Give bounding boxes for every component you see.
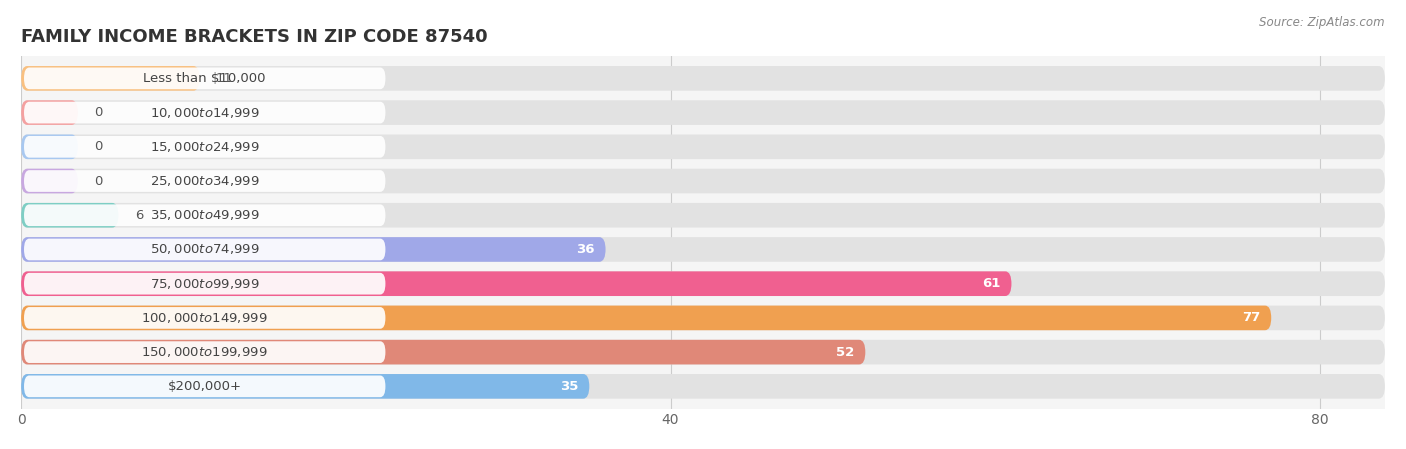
Text: $200,000+: $200,000+ bbox=[167, 380, 242, 393]
Text: 0: 0 bbox=[94, 106, 103, 119]
FancyBboxPatch shape bbox=[21, 169, 77, 194]
FancyBboxPatch shape bbox=[24, 170, 385, 192]
FancyBboxPatch shape bbox=[21, 306, 1385, 330]
Text: FAMILY INCOME BRACKETS IN ZIP CODE 87540: FAMILY INCOME BRACKETS IN ZIP CODE 87540 bbox=[21, 28, 488, 46]
FancyBboxPatch shape bbox=[21, 306, 1271, 330]
FancyBboxPatch shape bbox=[21, 135, 77, 159]
Text: 0: 0 bbox=[94, 140, 103, 153]
Text: 52: 52 bbox=[835, 346, 853, 359]
Text: $100,000 to $149,999: $100,000 to $149,999 bbox=[142, 311, 269, 325]
FancyBboxPatch shape bbox=[21, 271, 1011, 296]
FancyBboxPatch shape bbox=[21, 203, 1385, 228]
Text: $150,000 to $199,999: $150,000 to $199,999 bbox=[142, 345, 269, 359]
Text: 61: 61 bbox=[981, 277, 1000, 290]
FancyBboxPatch shape bbox=[24, 273, 385, 295]
Text: $15,000 to $24,999: $15,000 to $24,999 bbox=[150, 140, 260, 154]
Text: 36: 36 bbox=[575, 243, 595, 256]
FancyBboxPatch shape bbox=[24, 238, 385, 260]
FancyBboxPatch shape bbox=[24, 136, 385, 158]
FancyBboxPatch shape bbox=[21, 271, 1385, 296]
Text: $50,000 to $74,999: $50,000 to $74,999 bbox=[150, 242, 260, 256]
FancyBboxPatch shape bbox=[21, 169, 1385, 194]
FancyBboxPatch shape bbox=[21, 374, 589, 399]
Text: Source: ZipAtlas.com: Source: ZipAtlas.com bbox=[1260, 16, 1385, 29]
Text: $75,000 to $99,999: $75,000 to $99,999 bbox=[150, 277, 260, 291]
FancyBboxPatch shape bbox=[24, 341, 385, 363]
FancyBboxPatch shape bbox=[21, 340, 1385, 365]
FancyBboxPatch shape bbox=[21, 237, 606, 262]
FancyBboxPatch shape bbox=[24, 102, 385, 123]
FancyBboxPatch shape bbox=[21, 340, 865, 365]
FancyBboxPatch shape bbox=[21, 237, 1385, 262]
FancyBboxPatch shape bbox=[21, 374, 1385, 399]
Text: $10,000 to $14,999: $10,000 to $14,999 bbox=[150, 106, 260, 119]
FancyBboxPatch shape bbox=[24, 204, 385, 226]
FancyBboxPatch shape bbox=[21, 66, 200, 91]
FancyBboxPatch shape bbox=[21, 135, 1385, 159]
FancyBboxPatch shape bbox=[24, 307, 385, 329]
FancyBboxPatch shape bbox=[24, 67, 385, 89]
Text: 6: 6 bbox=[135, 209, 143, 222]
FancyBboxPatch shape bbox=[21, 203, 118, 228]
FancyBboxPatch shape bbox=[21, 100, 1385, 125]
Text: 77: 77 bbox=[1241, 312, 1260, 325]
Text: $25,000 to $34,999: $25,000 to $34,999 bbox=[150, 174, 260, 188]
FancyBboxPatch shape bbox=[21, 66, 1385, 91]
Text: Less than $10,000: Less than $10,000 bbox=[143, 72, 266, 85]
Text: 0: 0 bbox=[94, 175, 103, 188]
FancyBboxPatch shape bbox=[21, 100, 77, 125]
Text: 11: 11 bbox=[217, 72, 233, 85]
Text: 35: 35 bbox=[560, 380, 578, 393]
FancyBboxPatch shape bbox=[24, 375, 385, 397]
Text: $35,000 to $49,999: $35,000 to $49,999 bbox=[150, 208, 260, 222]
